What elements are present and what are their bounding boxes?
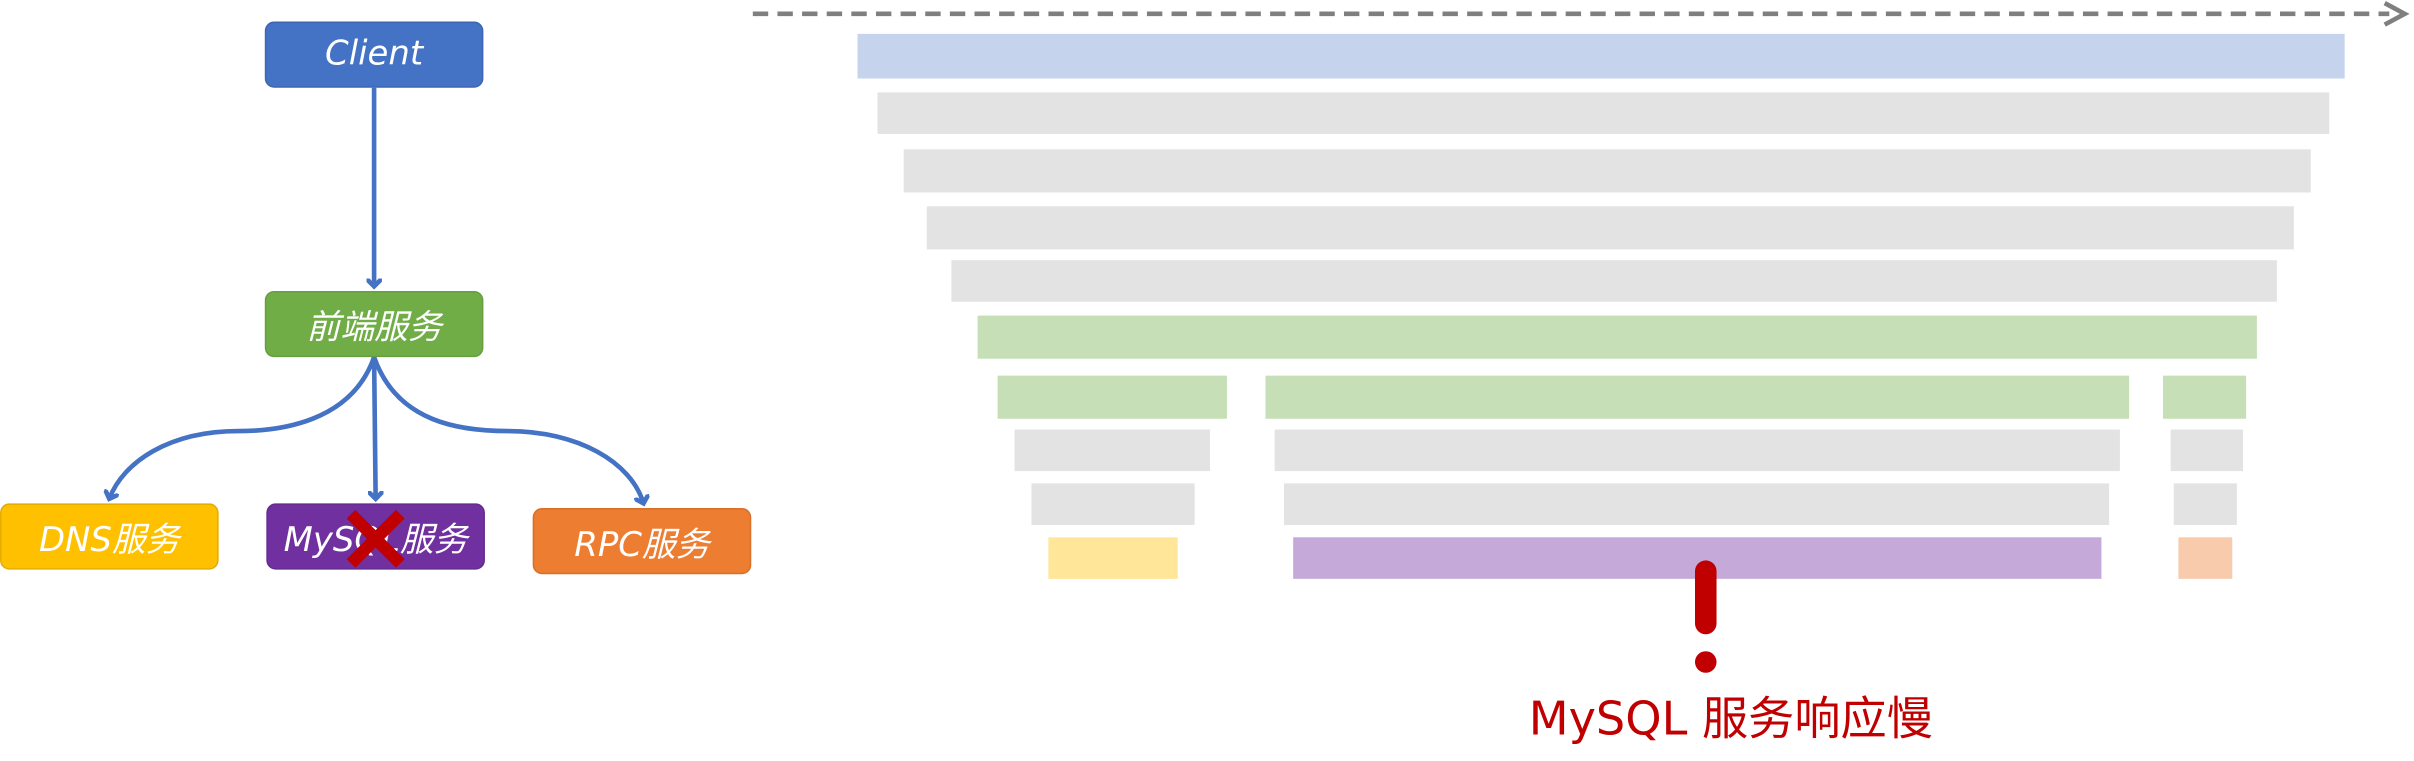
red-x-icon: [346, 509, 405, 568]
alert-text: MySQL 服务响应慢: [1528, 692, 1933, 747]
service-graph-edges: [0, 87, 770, 585]
span-frontend: [977, 315, 2257, 359]
span-intermediate: [2170, 429, 2244, 472]
frontend-service-node-label: 前端服务: [306, 308, 442, 348]
frontend-service-node: 前端服务: [264, 290, 484, 358]
client-node-label: Client: [325, 35, 424, 74]
rpc-service-node: RPC服务: [532, 508, 752, 575]
dns-service-node-label: DNS服务: [38, 521, 180, 560]
span-intermediate: [951, 260, 2277, 302]
dns-service-node: DNS服务: [0, 503, 219, 570]
span-intermediate: [1274, 429, 2120, 472]
span-dns: [1048, 537, 1178, 579]
span-intermediate: [903, 149, 2311, 193]
span-frontend-call-rpc: [2162, 375, 2247, 419]
rpc-service-node-label: RPC服务: [574, 525, 710, 565]
edge-frontend-dns: [109, 356, 377, 499]
dashed-arrow-icon: [2383, 1, 2410, 27]
span-frontend-call-mysql: [1265, 375, 2130, 419]
span-intermediate: [1283, 483, 2110, 525]
exclamation-icon: [1694, 560, 1717, 673]
span-intermediate: [1014, 429, 1211, 472]
edge-frontend-rpc: [371, 356, 643, 503]
client-node: Client: [264, 21, 484, 88]
span-intermediate: [1031, 483, 1195, 525]
span-intermediate: [877, 92, 2330, 134]
span-client: [857, 33, 2345, 79]
span-rpc: [2178, 537, 2233, 579]
span-frontend-call-dns: [997, 375, 1227, 419]
time-axis: [752, 1, 2410, 27]
span-intermediate: [926, 206, 2294, 250]
edge-frontend-mysql: [374, 357, 376, 499]
span-intermediate: [2173, 483, 2237, 525]
